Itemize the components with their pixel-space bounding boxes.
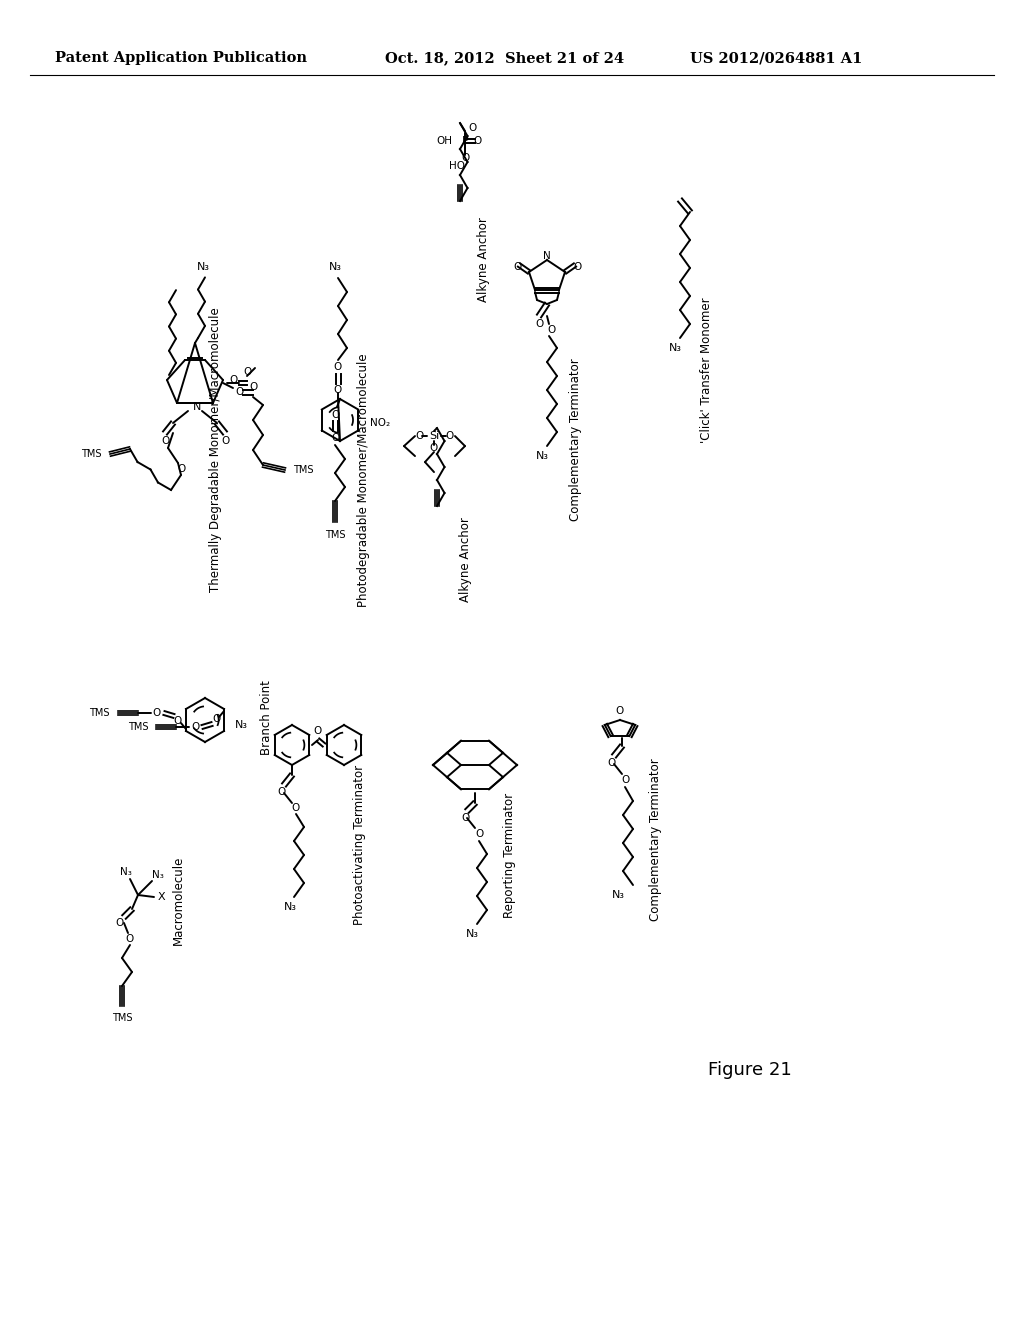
Text: NO₂: NO₂ (370, 418, 390, 428)
Text: O: O (474, 136, 482, 147)
Text: HO: HO (449, 161, 465, 172)
Text: O: O (190, 722, 200, 733)
Text: Alkyne Anchor: Alkyne Anchor (476, 218, 489, 302)
Text: N₃: N₃ (329, 261, 341, 272)
Text: N: N (543, 251, 551, 261)
Text: O: O (548, 325, 556, 335)
Text: OH: OH (436, 136, 452, 147)
Text: Complementary Terminator: Complementary Terminator (568, 359, 582, 521)
Text: O: O (212, 714, 220, 723)
Text: TMS: TMS (128, 722, 148, 733)
Text: O: O (174, 715, 182, 726)
Text: O: O (461, 153, 469, 164)
Text: O: O (415, 432, 423, 441)
Text: O: O (513, 261, 521, 272)
Text: TMS: TMS (82, 449, 102, 459)
Text: O: O (314, 726, 323, 737)
Text: O: O (234, 387, 243, 397)
Text: O: O (535, 319, 543, 329)
Text: O: O (177, 465, 185, 474)
Text: Alkyne Anchor: Alkyne Anchor (459, 517, 471, 602)
Text: O: O (243, 367, 251, 378)
Text: O: O (334, 362, 342, 372)
Text: O: O (221, 436, 229, 446)
Text: O: O (278, 787, 286, 797)
Text: O: O (468, 123, 476, 133)
Text: N₃: N₃ (669, 343, 682, 352)
Text: TMS: TMS (293, 465, 313, 475)
Text: Complementary Terminator: Complementary Terminator (648, 759, 662, 921)
Text: N₃: N₃ (536, 451, 549, 461)
Text: N₃: N₃ (611, 890, 625, 900)
Text: Patent Application Publication: Patent Application Publication (55, 51, 307, 65)
Text: O: O (334, 385, 342, 395)
Text: TMS: TMS (112, 1012, 132, 1023)
Text: O: O (461, 813, 469, 822)
Text: O: O (126, 935, 134, 944)
Text: X: X (158, 892, 166, 902)
Text: 'Click' Transfer Monomer: 'Click' Transfer Monomer (699, 297, 713, 442)
Text: O: O (608, 758, 616, 768)
Text: O: O (621, 775, 629, 785)
Text: O: O (153, 708, 161, 718)
Text: Photoactivating Terminator: Photoactivating Terminator (353, 764, 367, 925)
Text: TMS: TMS (89, 708, 110, 718)
Text: O: O (161, 436, 169, 446)
Text: O: O (331, 411, 339, 420)
Text: N₃: N₃ (234, 719, 248, 730)
Text: Branch Point: Branch Point (260, 681, 273, 755)
Text: O: O (331, 433, 339, 444)
Text: Oct. 18, 2012  Sheet 21 of 24: Oct. 18, 2012 Sheet 21 of 24 (385, 51, 624, 65)
Text: Thermally Degradable Monomer/Macromolecule: Thermally Degradable Monomer/Macromolecu… (209, 308, 221, 593)
Text: O: O (249, 381, 257, 392)
Text: Photodegradable Monomer/Macromolecule: Photodegradable Monomer/Macromolecule (356, 354, 370, 607)
Text: O: O (572, 261, 582, 272)
Text: TMS: TMS (325, 531, 345, 540)
Text: Si: Si (429, 432, 439, 441)
Text: N₃: N₃ (197, 263, 210, 272)
Text: O: O (615, 706, 624, 715)
Text: N₃: N₃ (152, 870, 164, 880)
Text: N₃: N₃ (284, 902, 297, 912)
Text: Figure 21: Figure 21 (709, 1061, 792, 1078)
Text: P: P (462, 136, 468, 147)
Text: O: O (444, 432, 454, 441)
Text: US 2012/0264881 A1: US 2012/0264881 A1 (690, 51, 862, 65)
Text: O: O (430, 444, 438, 453)
Text: O: O (229, 375, 238, 385)
Text: O: O (292, 803, 300, 813)
Text: N₃: N₃ (120, 867, 132, 876)
Text: N: N (193, 403, 201, 412)
Text: N₃: N₃ (466, 929, 478, 939)
Text: O: O (116, 917, 124, 928)
Text: Reporting Terminator: Reporting Terminator (504, 792, 516, 917)
Text: Macromolecule: Macromolecule (171, 855, 184, 945)
Text: O: O (475, 829, 483, 840)
